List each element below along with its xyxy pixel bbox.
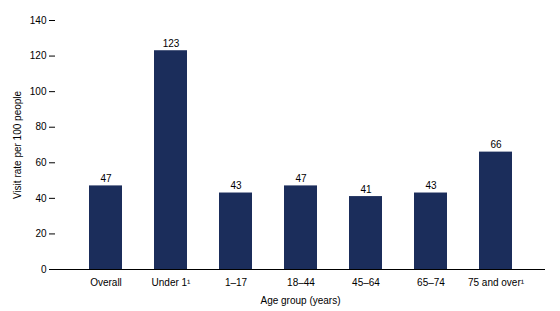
svg-text:65–74: 65–74 — [417, 277, 445, 288]
svg-text:1–17: 1–17 — [225, 277, 248, 288]
svg-text:43: 43 — [425, 180, 437, 191]
svg-text:20: 20 — [35, 228, 47, 239]
svg-text:Under 1¹: Under 1¹ — [152, 277, 192, 288]
svg-text:120: 120 — [30, 50, 47, 61]
svg-text:47: 47 — [100, 173, 112, 184]
svg-text:60: 60 — [35, 157, 47, 168]
svg-text:100: 100 — [30, 86, 47, 97]
svg-text:45–64: 45–64 — [352, 277, 380, 288]
svg-text:40: 40 — [35, 193, 47, 204]
svg-text:43: 43 — [230, 180, 242, 191]
svg-text:123: 123 — [163, 38, 180, 49]
svg-text:140: 140 — [30, 15, 47, 26]
svg-text:Visit rate per 100 people: Visit rate per 100 people — [12, 90, 23, 199]
svg-text:18–44: 18–44 — [287, 277, 315, 288]
svg-text:66: 66 — [490, 139, 502, 150]
svg-text:75 and over¹: 75 and over¹ — [468, 277, 525, 288]
svg-text:Overall: Overall — [90, 277, 122, 288]
svg-text:Age group (years): Age group (years) — [260, 295, 340, 306]
svg-text:47: 47 — [295, 173, 307, 184]
svg-text:80: 80 — [35, 121, 47, 132]
svg-text:0: 0 — [41, 264, 47, 275]
svg-text:41: 41 — [360, 184, 372, 195]
